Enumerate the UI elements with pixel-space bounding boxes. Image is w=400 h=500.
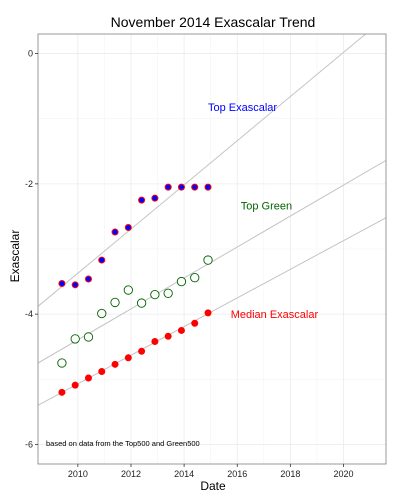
plot-border <box>37 33 387 465</box>
series-annotation: Median Exascalar <box>231 309 319 321</box>
data-point <box>190 273 200 283</box>
x-tick-label: 2018 <box>280 469 300 479</box>
source-note: based on data from the Top500 and Green5… <box>46 439 200 448</box>
series-annotation: Top Green <box>241 200 292 212</box>
y-tick-label: -2 <box>25 179 33 189</box>
data-point <box>164 332 172 340</box>
data-point <box>138 196 146 204</box>
data-point <box>123 285 133 295</box>
data-point <box>150 289 160 300</box>
y-tick-label: -4 <box>25 309 33 319</box>
x-axis-label: Date <box>200 479 226 493</box>
data-point <box>111 360 119 368</box>
y-tick-label: 0 <box>28 49 33 59</box>
trend-line <box>38 34 367 307</box>
data-point <box>97 308 107 319</box>
data-point <box>136 298 147 308</box>
data-point <box>164 183 172 191</box>
data-point <box>98 367 106 375</box>
data-point <box>151 194 159 202</box>
data-point <box>138 347 146 355</box>
data-point <box>83 332 94 342</box>
data-point <box>111 228 119 236</box>
data-point <box>163 288 173 298</box>
data-point <box>58 388 66 396</box>
plot-area: Top Exascalar Top Green Median Exascalar ba… <box>25 33 387 479</box>
data-point <box>191 183 199 191</box>
data-point <box>191 319 199 327</box>
data-point <box>71 281 79 289</box>
data-point <box>84 374 92 382</box>
x-tick-label: 2020 <box>333 469 353 479</box>
data-point <box>204 309 212 317</box>
data-point <box>177 183 185 191</box>
data-point <box>110 297 120 308</box>
data-point <box>151 338 159 346</box>
data-point <box>84 275 92 283</box>
data-point <box>203 255 213 265</box>
x-tick-label: 2014 <box>174 469 194 479</box>
data-point <box>70 334 80 344</box>
data-point <box>204 183 212 191</box>
series-annotation: Top Exascalar <box>208 102 277 114</box>
trend-line <box>38 217 386 406</box>
data-point <box>71 381 79 389</box>
y-axis-label: Exascalar <box>8 230 22 283</box>
data-point <box>124 224 132 231</box>
chart-title: November 2014 Exascalar Trend <box>111 14 316 30</box>
data-point <box>57 358 67 368</box>
x-tick-label: 2016 <box>227 469 247 479</box>
data-point <box>124 354 132 362</box>
y-tick-label: -6 <box>25 439 33 449</box>
data-point <box>176 276 187 287</box>
x-tick-label: 2010 <box>68 469 88 479</box>
data-point <box>58 280 66 288</box>
data-point <box>177 326 185 334</box>
data-point <box>98 256 106 264</box>
x-tick-label: 2012 <box>121 469 141 479</box>
